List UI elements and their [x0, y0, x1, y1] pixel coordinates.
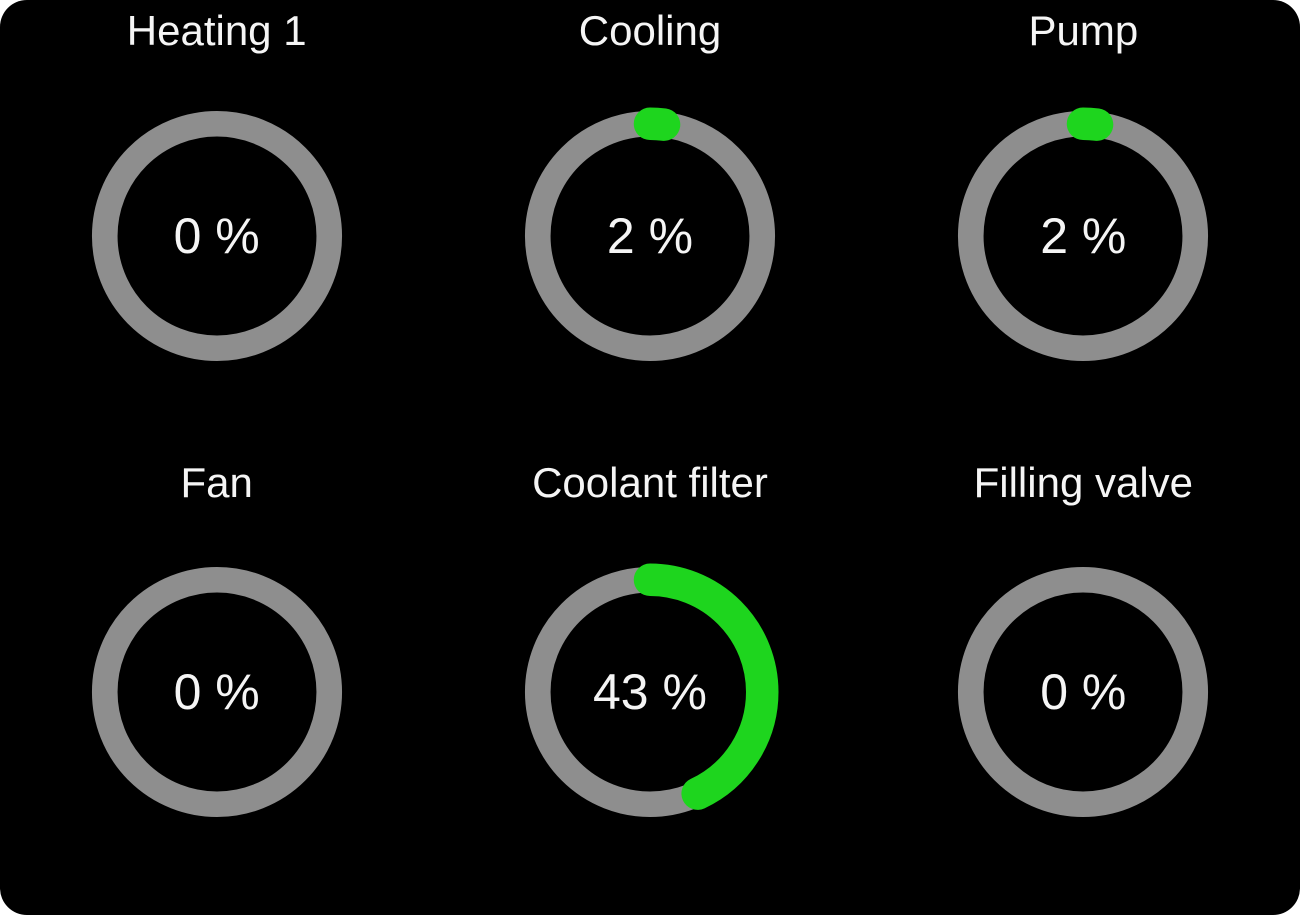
gauge-value-filling-valve: 0 % [1040, 663, 1127, 720]
gauge-progress-arc [521, 107, 779, 365]
gauge-value-pump: 2 % [1040, 207, 1127, 264]
gauge-progress-arc [521, 563, 779, 821]
gauge-value-fan: 0 % [173, 663, 260, 720]
gauge-value-cooling: 2 % [606, 207, 694, 264]
gauge-ring-svg [521, 107, 779, 365]
gauge-track-ring [91, 566, 342, 817]
gauge-ring-svg [91, 110, 342, 361]
gauge-label-filling-valve: Filling valve [973, 459, 1194, 506]
gauge-heating-1: 0 % [89, 108, 345, 364]
gauge-track-ring [91, 110, 342, 361]
gauge-cell-filling-valve: Filling valve 0 % [867, 432, 1300, 915]
gauge-cell-pump: Pump 2 % [867, 0, 1300, 432]
gauge-cell-coolant-filter: Coolant filter 43 % [433, 432, 866, 915]
gauge-ring-svg [958, 566, 1209, 817]
gauge-pump: 2 % [954, 107, 1212, 365]
gauge-fan: 0 % [89, 564, 345, 820]
gauge-label-heating-1: Heating 1 [126, 7, 307, 54]
gauge-filling-valve: 0 % [955, 564, 1211, 820]
gauge-progress-arc [954, 107, 1212, 365]
gauge-cooling: 2 % [521, 107, 779, 365]
gauge-value-heating-1: 0 % [173, 207, 260, 264]
gauge-label-fan: Fan [180, 459, 253, 506]
gauge-track-ring [958, 566, 1209, 817]
gauge-ring-svg [91, 566, 342, 817]
gauge-coolant-filter: 43 % [521, 563, 779, 821]
gauge-label-pump: Pump [1028, 7, 1139, 54]
gauge-value-coolant-filter: 43 % [593, 663, 707, 720]
gauge-label-cooling: Cooling [578, 7, 722, 54]
gauge-cell-fan: Fan 0 % [0, 432, 433, 915]
gauge-cell-cooling: Cooling 2 % [433, 0, 866, 432]
gauge-ring-svg [521, 563, 779, 821]
gauge-cell-heating-1: Heating 1 0 % [0, 0, 433, 432]
gauge-label-coolant-filter: Coolant filter [532, 459, 768, 506]
gauge-ring-svg [954, 107, 1212, 365]
